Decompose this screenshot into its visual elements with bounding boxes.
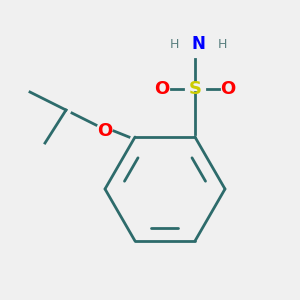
Text: H: H: [217, 38, 227, 50]
Text: O: O: [220, 80, 236, 98]
Text: H: H: [169, 38, 179, 50]
Text: N: N: [191, 35, 205, 53]
Text: O: O: [98, 122, 112, 140]
Text: O: O: [154, 80, 169, 98]
Text: S: S: [188, 80, 202, 98]
